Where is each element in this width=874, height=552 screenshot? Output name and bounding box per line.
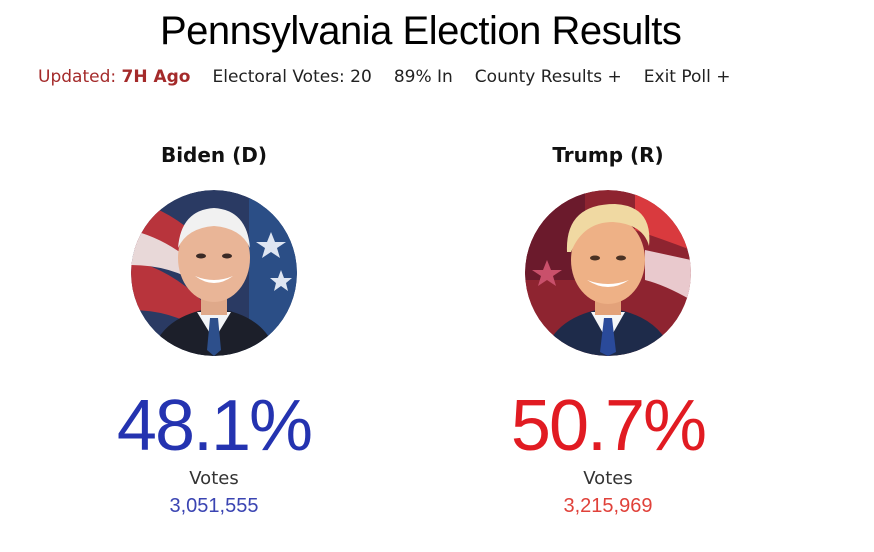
- candidate-name: Biden (D): [160, 143, 268, 167]
- vote-percentage: 48.1%: [116, 386, 313, 466]
- candidate-card-trump: Trump (R) 50.7% Votes 3,215,969: [478, 140, 738, 520]
- vote-percentage: 50.7%: [510, 386, 707, 466]
- electoral-votes: Electoral Votes: 20: [212, 67, 372, 87]
- votes-label: Votes: [583, 468, 633, 489]
- candidate-card-biden: Biden (D) 48.1% Votes 3,051,555: [84, 140, 344, 520]
- page-title: Pennsylvania Election Results: [160, 9, 682, 53]
- candidate-portrait-biden: [131, 190, 297, 356]
- votes-label: Votes: [189, 468, 239, 489]
- candidate-name: Trump (R): [552, 143, 664, 167]
- vote-count: 3,215,969: [563, 495, 653, 517]
- reporting-percent: 89% In: [393, 67, 453, 87]
- updated-prefix: Updated:: [38, 67, 117, 87]
- updated-status: Updated: 7H Ago: [38, 67, 190, 87]
- county-results-toggle[interactable]: County Results +: [474, 67, 622, 87]
- exit-poll-toggle[interactable]: Exit Poll +: [643, 67, 731, 87]
- results-meta-bar: Updated: 7H Ago Electoral Votes: 20 89% …: [38, 66, 753, 88]
- vote-count: 3,051,555: [169, 495, 259, 517]
- updated-value: 7H Ago: [121, 67, 191, 87]
- candidate-portrait-trump: [525, 190, 691, 356]
